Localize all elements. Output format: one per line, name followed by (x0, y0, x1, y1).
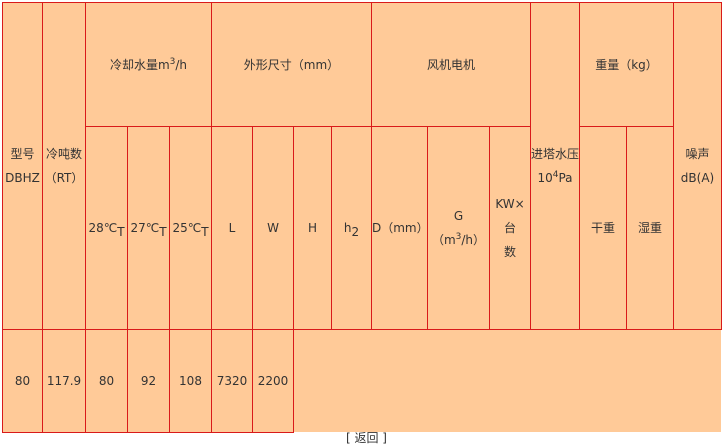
cell-model: 80 (2, 329, 43, 433)
header-water-25: 25℃T (169, 126, 212, 330)
header-model-code: DBHZ (5, 171, 40, 185)
cell-tonnage: 117.9 (42, 329, 86, 433)
header-fan-diameter: D（mm） (371, 126, 429, 330)
header-model: 型号 DBHZ (2, 2, 43, 330)
header-tonnage-unit: （RT） (44, 171, 84, 185)
header-water-28: 28℃T (85, 126, 128, 330)
header-fan-airflow: G（m3/h） (427, 126, 490, 330)
header-tonnage-label: 冷吨数 (45, 147, 82, 161)
header-water-27: 27℃T (127, 126, 170, 330)
header-model-label: 型号 (10, 147, 35, 161)
header-dimensions: 外形尺寸（mm） (211, 2, 372, 127)
header-fan-motor: 风机电机 (371, 2, 531, 127)
header-cooling-water-label: 冷却水量m3/h (109, 56, 188, 72)
header-motor-power: KW×台数 (489, 126, 531, 330)
header-dimensions-label: 外形尺寸（mm） (243, 57, 340, 72)
back-link[interactable]: [ 返回 ] (346, 431, 387, 445)
header-noise-unit: dB(A) (680, 171, 715, 185)
header-cooling-water: 冷却水量m3/h (85, 2, 212, 127)
header-inlet-pressure-label: 进塔水压 (531, 147, 580, 161)
cell-dim-w: 2200 (252, 329, 294, 433)
cell-water-25: 108 (169, 329, 212, 433)
header-dry-weight: 干重 (579, 126, 627, 330)
cell-water-27: 92 (127, 329, 170, 433)
header-inlet-pressure-unit: 104Pa (537, 170, 573, 186)
header-inlet-pressure: 进塔水压 104Pa (530, 2, 580, 330)
header-dim-h2: h2 (331, 126, 372, 330)
header-tonnage: 冷吨数 （RT） (42, 2, 86, 330)
header-noise-label: 噪声 (685, 147, 710, 161)
header-dim-h: H (293, 126, 332, 330)
cell-dim-l: 7320 (211, 329, 253, 433)
header-dim-w: W (252, 126, 294, 330)
header-wet-weight: 湿重 (626, 126, 674, 330)
cell-water-28: 80 (85, 329, 128, 433)
header-dim-l: L (211, 126, 253, 330)
header-fan-motor-label: 风机电机 (426, 57, 475, 72)
header-weight: 重量（kg） (579, 2, 674, 127)
header-weight-label: 重量（kg） (595, 57, 658, 72)
header-noise: 噪声 dB(A) (673, 2, 722, 330)
